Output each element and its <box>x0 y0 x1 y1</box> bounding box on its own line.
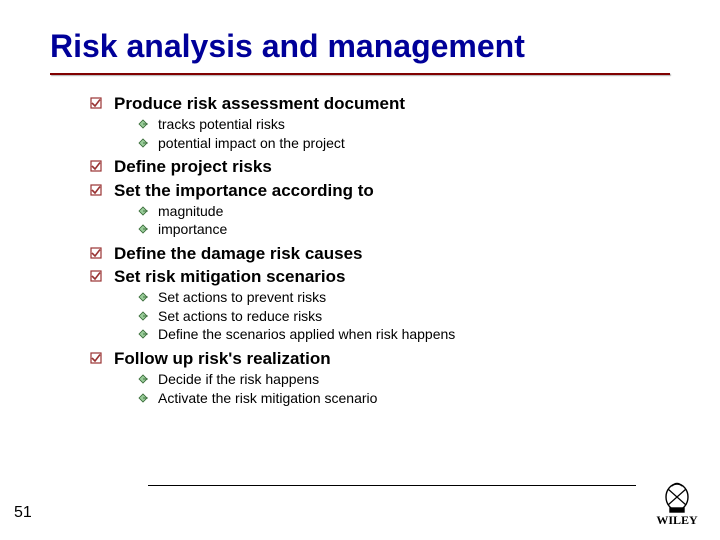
diamond-bullet-icon <box>138 119 148 129</box>
level2-group: tracks potential riskspotential impact o… <box>90 116 670 152</box>
diamond-bullet-icon <box>138 206 148 216</box>
diamond-bullet-icon <box>138 224 148 234</box>
level1-item: Set risk mitigation scenarios <box>90 266 670 287</box>
level1-item: Define project risks <box>90 156 670 177</box>
page-number: 51 <box>14 504 32 522</box>
level1-text: Produce risk assessment document <box>114 93 405 114</box>
level2-text: Set actions to reduce risks <box>158 308 322 326</box>
level2-item: Activate the risk mitigation scenario <box>138 390 670 408</box>
slide-title: Risk analysis and management <box>50 28 670 65</box>
level1-text: Set the importance according to <box>114 180 374 201</box>
level2-group: magnitudeimportance <box>90 203 670 239</box>
level2-text: importance <box>158 221 227 239</box>
level1-item: Produce risk assessment document <box>90 93 670 114</box>
level2-item: Define the scenarios applied when risk h… <box>138 326 670 344</box>
level2-text: tracks potential risks <box>158 116 285 134</box>
level2-text: magnitude <box>158 203 223 221</box>
diamond-bullet-icon <box>138 329 148 339</box>
level1-text: Define the damage risk causes <box>114 243 363 264</box>
checkbox-bullet-icon <box>90 160 102 172</box>
footer-rule <box>148 485 636 486</box>
level2-text: Define the scenarios applied when risk h… <box>158 326 455 344</box>
level1-text: Follow up risk's realization <box>114 348 331 369</box>
slide: Risk analysis and management Produce ris… <box>0 0 720 407</box>
level1-item: Set the importance according to <box>90 180 670 201</box>
checkbox-bullet-icon <box>90 247 102 259</box>
level2-group: Set actions to prevent risksSet actions … <box>90 289 670 344</box>
svg-text:WILEY: WILEY <box>656 513 698 526</box>
content-area: Produce risk assessment documenttracks p… <box>50 93 670 407</box>
level2-text: potential impact on the project <box>158 135 345 153</box>
level1-text: Define project risks <box>114 156 272 177</box>
checkbox-bullet-icon <box>90 184 102 196</box>
level1-item: Define the damage risk causes <box>90 243 670 264</box>
diamond-bullet-icon <box>138 374 148 384</box>
level2-item: potential impact on the project <box>138 135 670 153</box>
checkbox-bullet-icon <box>90 97 102 109</box>
diamond-bullet-icon <box>138 393 148 403</box>
checkbox-bullet-icon <box>90 352 102 364</box>
level2-item: importance <box>138 221 670 239</box>
level2-text: Set actions to prevent risks <box>158 289 326 307</box>
wiley-logo: WILEY <box>652 482 702 526</box>
diamond-bullet-icon <box>138 138 148 148</box>
diamond-bullet-icon <box>138 292 148 302</box>
level2-group: Decide if the risk happensActivate the r… <box>90 371 670 407</box>
checkbox-bullet-icon <box>90 270 102 282</box>
level2-text: Activate the risk mitigation scenario <box>158 390 377 408</box>
level1-text: Set risk mitigation scenarios <box>114 266 345 287</box>
level2-item: tracks potential risks <box>138 116 670 134</box>
level2-text: Decide if the risk happens <box>158 371 319 389</box>
title-underline <box>50 73 670 75</box>
level2-item: Decide if the risk happens <box>138 371 670 389</box>
level2-item: magnitude <box>138 203 670 221</box>
diamond-bullet-icon <box>138 311 148 321</box>
level1-item: Follow up risk's realization <box>90 348 670 369</box>
level2-item: Set actions to reduce risks <box>138 308 670 326</box>
level2-item: Set actions to prevent risks <box>138 289 670 307</box>
